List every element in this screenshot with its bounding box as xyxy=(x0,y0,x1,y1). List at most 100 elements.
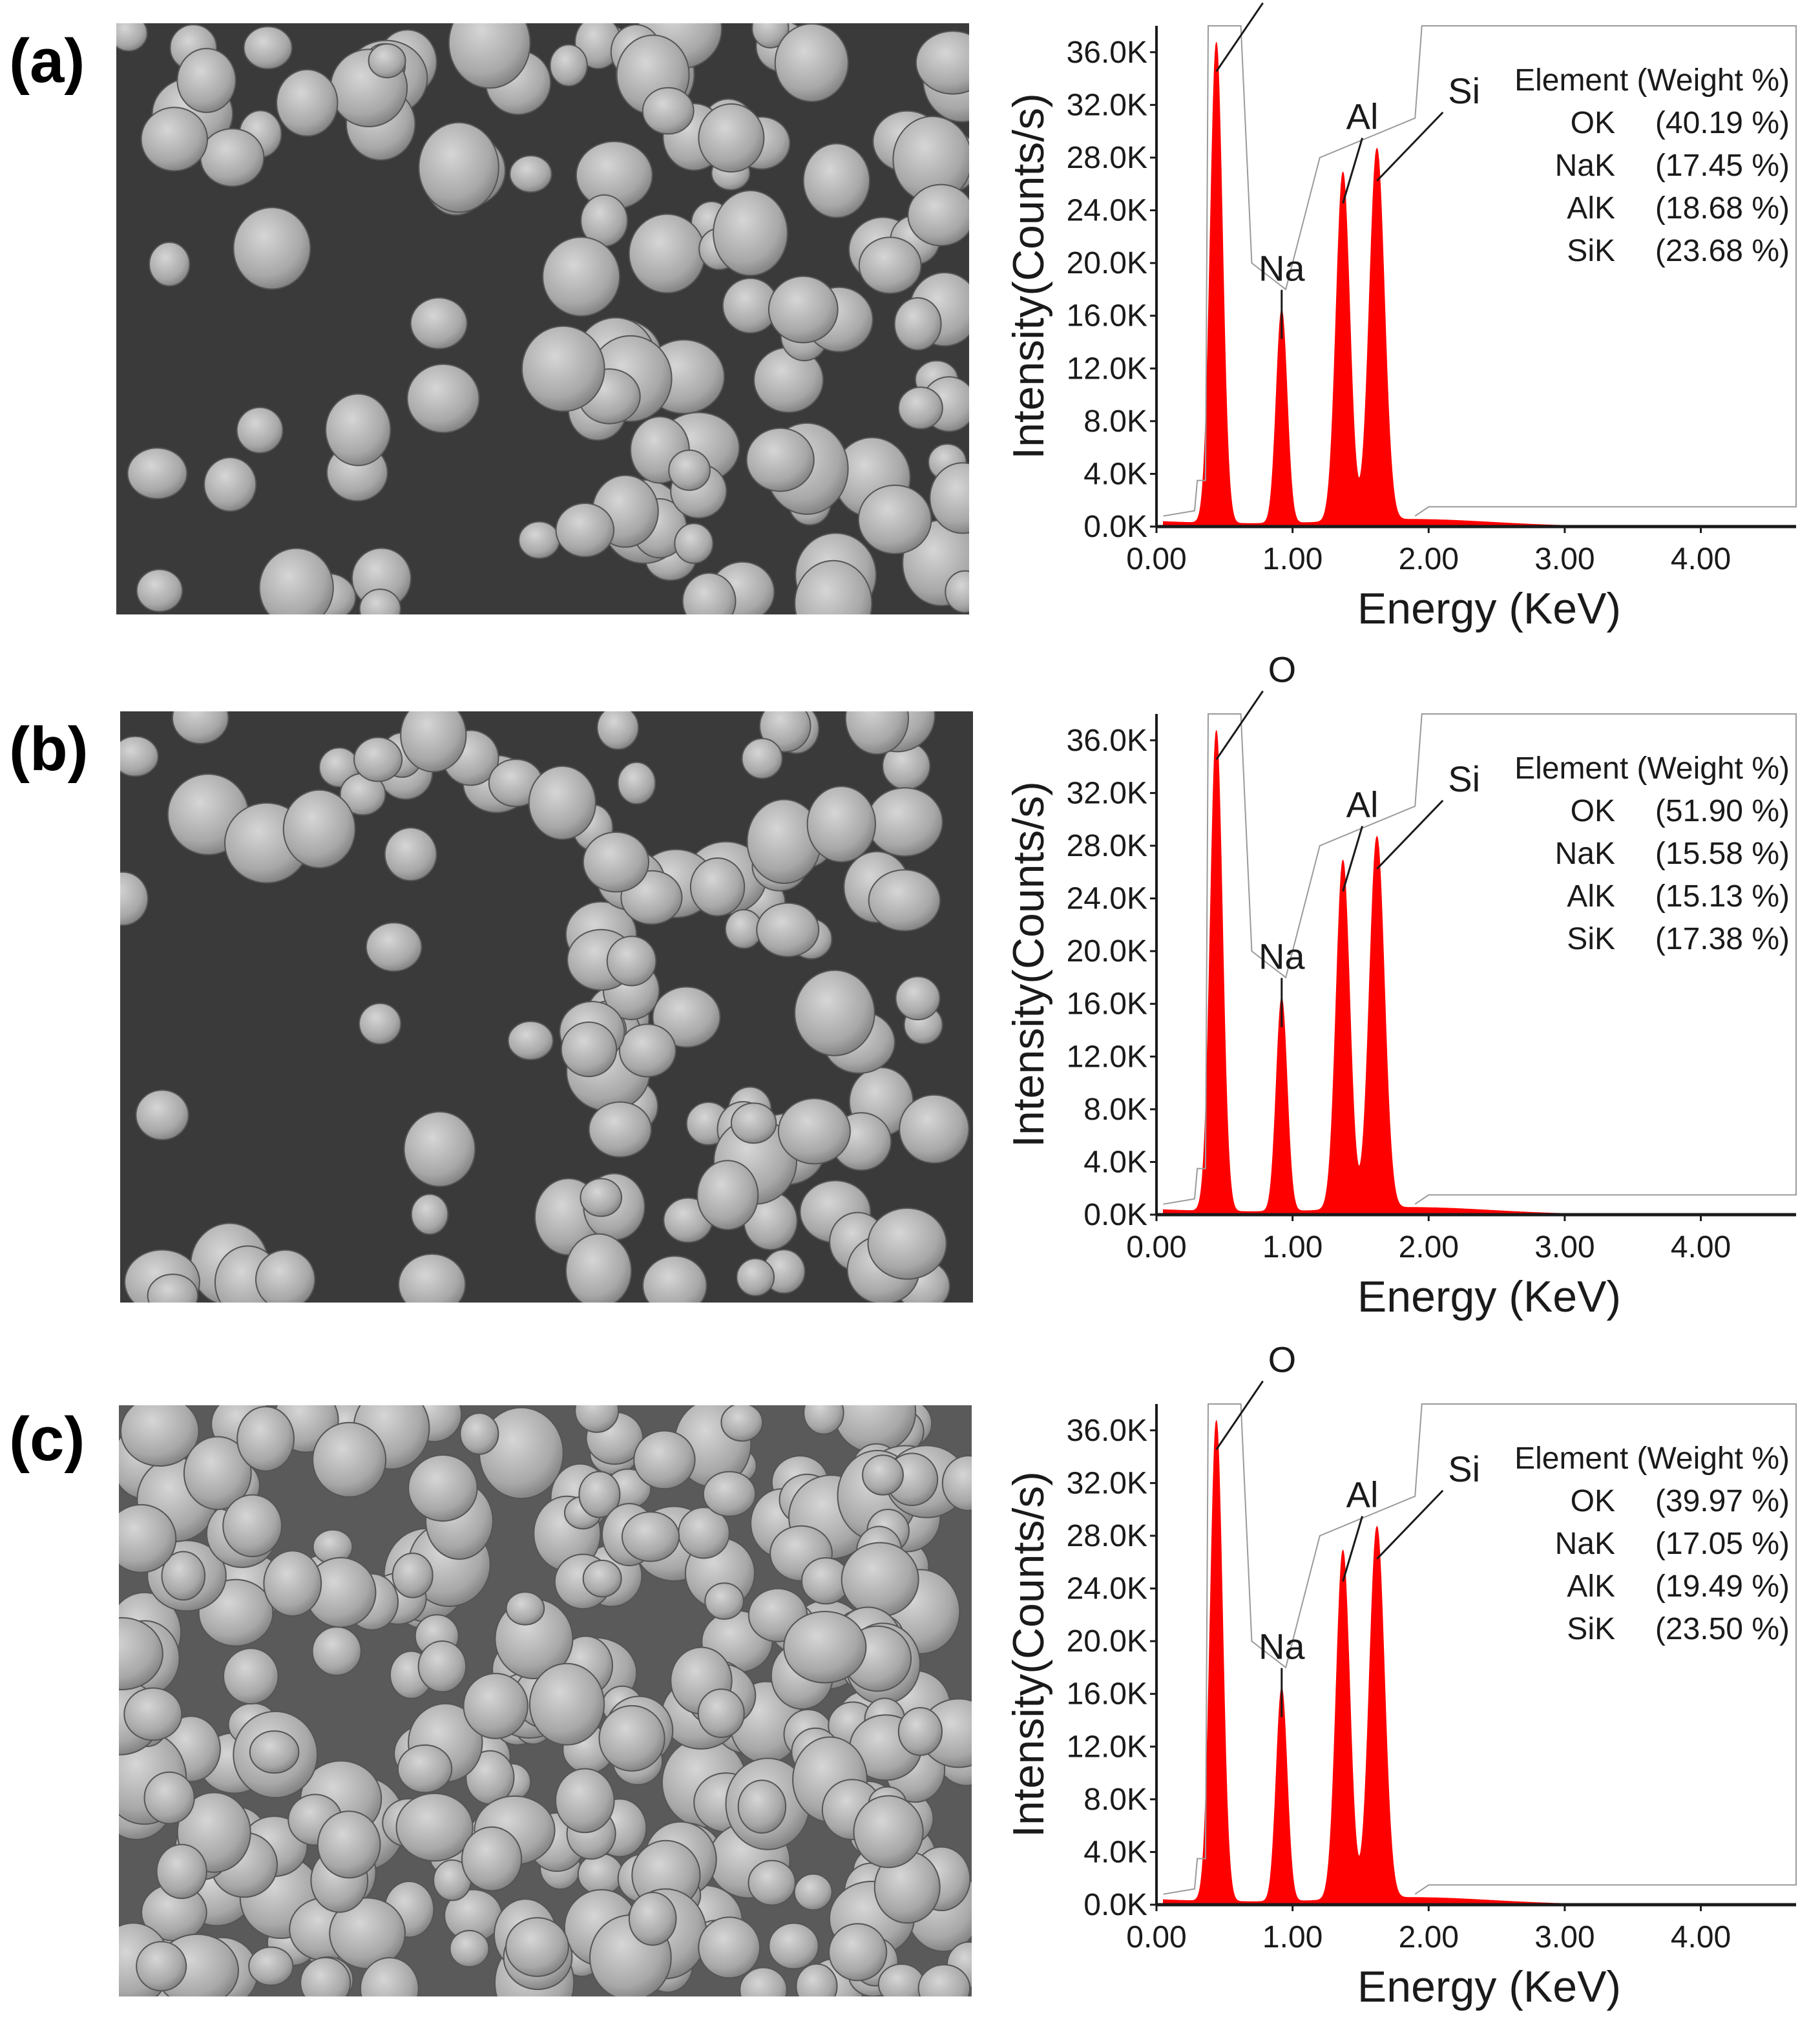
y-tick-label: 0.0K xyxy=(1083,1198,1147,1232)
sem-particle xyxy=(868,869,941,932)
y-tick-label: 16.0K xyxy=(1067,987,1147,1021)
sem-particle xyxy=(449,1930,490,1967)
y-tick-label: 4.0K xyxy=(1083,457,1147,491)
sem-particle xyxy=(248,1946,294,1986)
sem-particle xyxy=(621,1511,680,1562)
peak-leader-line xyxy=(1215,2,1264,72)
sem-particle xyxy=(578,1471,621,1518)
y-tick-label: 36.0K xyxy=(1067,1414,1147,1448)
y-tick-label: 16.0K xyxy=(1067,1677,1147,1712)
y-tick-label: 0.0K xyxy=(1083,510,1147,544)
sem-particle xyxy=(783,1611,867,1684)
peak-label-si: Si xyxy=(1448,1449,1480,1489)
sem-particle xyxy=(858,236,922,295)
weight-table-element: NaK xyxy=(1555,1527,1615,1561)
x-tick-label: 0.00 xyxy=(1126,542,1186,576)
reference-outline xyxy=(1163,25,1797,517)
eds-chart-svg-c: 0.0K 4.0K 8.0K 12.0K 16.0K 20.0K 24.0K 28.0K 32.… xyxy=(1004,1339,1797,2011)
x-tick-label: 2.00 xyxy=(1399,1230,1459,1264)
peak-leader-line xyxy=(1342,138,1364,204)
y-tick-label: 28.0K xyxy=(1067,829,1147,863)
sem-particle xyxy=(793,1873,833,1911)
sem-particle xyxy=(528,765,596,841)
sem-particle xyxy=(862,1454,904,1496)
sem-particle xyxy=(120,735,159,777)
sem-particle xyxy=(768,1922,819,1970)
sem-particle xyxy=(384,827,437,882)
sem-particle xyxy=(736,1258,775,1297)
sem-particle xyxy=(907,183,969,247)
x-tick-label: 4.00 xyxy=(1671,1920,1731,1954)
y-tick-label: 12.0K xyxy=(1067,1730,1147,1764)
y-axis-title: Intensity(Counts/s) xyxy=(1004,781,1053,1147)
peak-label-al: Al xyxy=(1346,784,1379,825)
sem-particle xyxy=(359,589,401,614)
sem-particle xyxy=(459,1412,499,1455)
weight-table-element: SiK xyxy=(1567,922,1615,956)
sem-particle xyxy=(857,485,932,554)
sem-particle xyxy=(243,26,293,70)
sem-particle xyxy=(582,1560,622,1598)
sem-particle xyxy=(697,1688,745,1739)
weight-table-header: Element (Weight %) xyxy=(1514,1441,1790,1476)
sem-particle xyxy=(200,128,265,187)
sem-particle xyxy=(897,1707,943,1756)
sem-particle xyxy=(941,1455,972,1511)
sem-particles-a xyxy=(116,23,969,614)
weight-table-element: OK xyxy=(1571,794,1615,828)
y-tick-label: 20.0K xyxy=(1067,246,1147,280)
sem-particle xyxy=(867,1208,947,1280)
peak-label-si: Si xyxy=(1448,70,1480,111)
sem-particle xyxy=(406,363,480,434)
peak-label-si: Si xyxy=(1448,759,1480,799)
sem-particle xyxy=(233,207,311,290)
eds-chart-svg-a: 0.0K 4.0K 8.0K 12.0K 16.0K 20.0K 24.0K 28.0K 32.… xyxy=(1004,0,1797,633)
sem-particle xyxy=(507,1020,554,1061)
sem-particle xyxy=(353,737,403,782)
sem-particle xyxy=(894,297,942,351)
sem-particle xyxy=(794,969,875,1056)
sem-particle xyxy=(222,1494,283,1558)
sem-particle xyxy=(555,1768,615,1834)
y-tick-label: 24.0K xyxy=(1067,1572,1147,1606)
sem-particle xyxy=(505,1591,545,1626)
sem-particle xyxy=(598,1705,665,1772)
sem-particle xyxy=(895,976,941,1021)
sem-particle xyxy=(463,1673,528,1739)
weight-table-element: SiK xyxy=(1567,234,1615,268)
sem-particle xyxy=(123,1687,183,1741)
sem-particle xyxy=(448,23,531,89)
sem-particle xyxy=(628,213,706,294)
weight-table-value: (15.13 %) xyxy=(1655,879,1790,914)
sem-particle xyxy=(395,1792,474,1862)
sem-particle xyxy=(596,711,640,750)
weight-table-element: AlK xyxy=(1567,879,1615,914)
panel-label-c: (c) xyxy=(9,1405,85,1474)
sem-particle xyxy=(841,1542,919,1617)
x-tick-label: 1.00 xyxy=(1262,1920,1323,1954)
sem-particle xyxy=(149,242,191,287)
sem-particle xyxy=(263,1550,322,1617)
sem-particle xyxy=(588,1101,652,1158)
sem-particle xyxy=(549,44,588,87)
x-tick-label: 4.00 xyxy=(1671,1230,1731,1264)
sem-particle xyxy=(668,449,711,491)
sem-particle xyxy=(696,1160,759,1231)
weight-table-element: SiK xyxy=(1567,1612,1615,1646)
sem-particle xyxy=(803,1405,844,1435)
y-tick-label: 4.0K xyxy=(1083,1835,1147,1869)
x-tick-label: 2.00 xyxy=(1399,1920,1459,1954)
sem-particle xyxy=(617,761,656,805)
sem-particles-b xyxy=(120,711,970,1303)
sem-particle xyxy=(408,1454,478,1522)
peak-leader-line xyxy=(1376,799,1444,870)
weight-table-value: (23.68 %) xyxy=(1655,234,1790,268)
x-tick-label: 1.00 xyxy=(1262,542,1323,576)
y-tick-label: 12.0K xyxy=(1067,351,1147,386)
sem-particle xyxy=(866,787,943,857)
sem-particle xyxy=(368,43,406,79)
sem-particle xyxy=(720,1405,764,1442)
peak-label-na: Na xyxy=(1259,936,1305,977)
sem-particle xyxy=(518,521,560,560)
sem-particle xyxy=(249,1730,300,1774)
